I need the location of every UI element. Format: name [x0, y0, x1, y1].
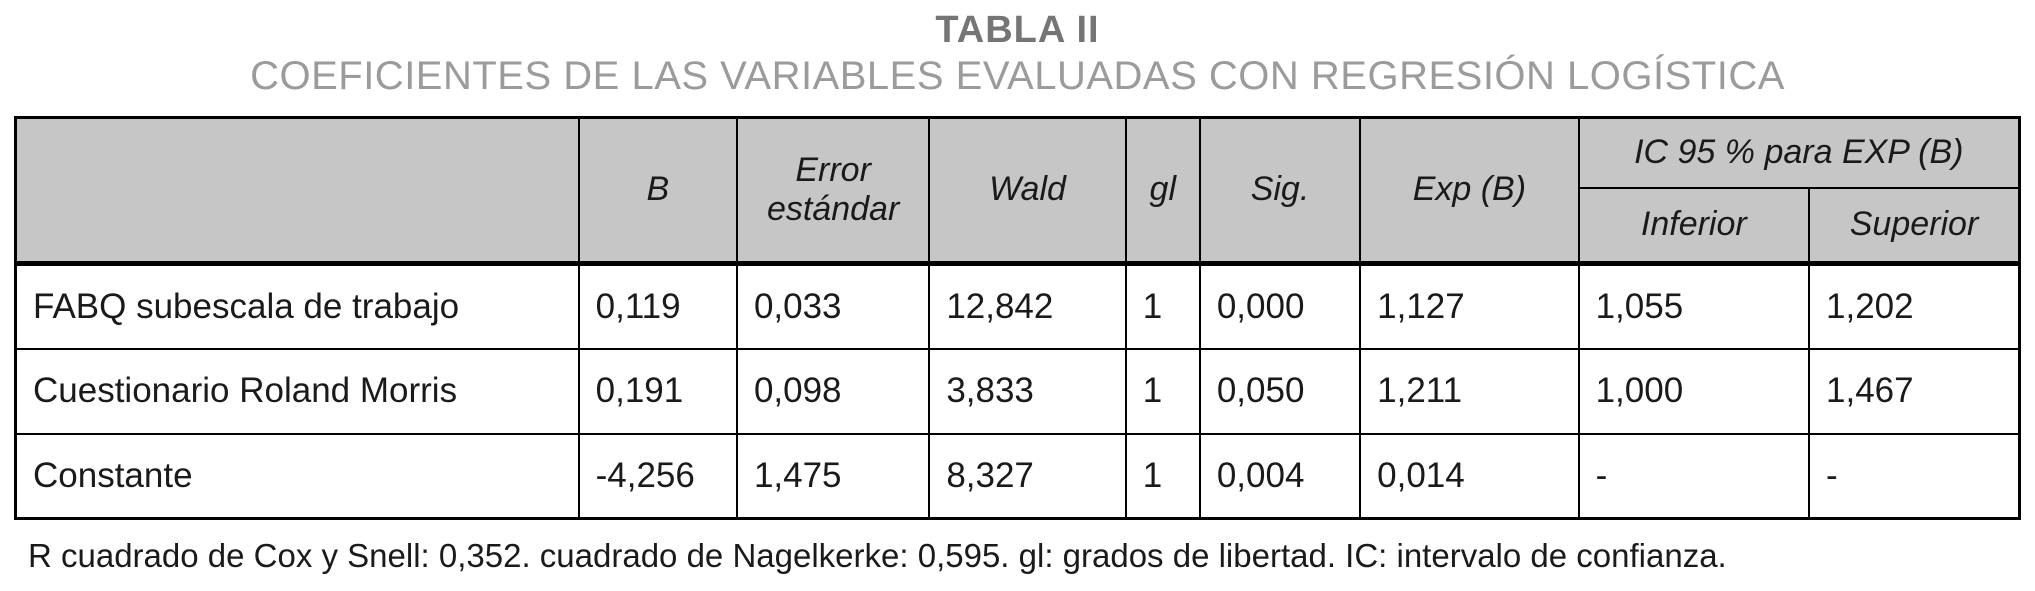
coefficients-table: B Error estándar Wald gl Sig. Exp (B) IC… [14, 116, 2021, 520]
cell-inferior: - [1577, 432, 1811, 520]
header-superior: Superior [1808, 186, 2021, 265]
header-ic-group: IC 95 % para EXP (B) [1577, 116, 2021, 189]
table-row: FABQ subescala de trabajo 0,119 0,033 12… [14, 261, 2021, 350]
header-std-error: Error estándar [735, 116, 931, 265]
row-label: FABQ subescala de trabajo [14, 261, 580, 350]
cell-exp-b: 0,014 [1359, 432, 1580, 520]
header-gl: gl [1124, 116, 1201, 265]
cell-std-error: 0,098 [735, 347, 931, 435]
table-footnote: R cuadrado de Cox y Snell: 0,352. cuadra… [28, 537, 1727, 574]
cell-std-error: 1,475 [735, 432, 931, 520]
cell-superior: - [1808, 432, 2021, 520]
cell-inferior: 1,000 [1577, 347, 1811, 435]
table-header: B Error estándar Wald gl Sig. Exp (B) IC… [14, 116, 2021, 265]
cell-inferior: 1,055 [1577, 261, 1811, 350]
row-label: Cuestionario Roland Morris [14, 347, 580, 435]
cell-sig: 0,050 [1198, 347, 1362, 435]
cell-wald: 12,842 [928, 261, 1127, 350]
table-title: TABLA II [935, 9, 1100, 51]
cell-superior: 1,467 [1808, 347, 2021, 435]
cell-gl: 1 [1124, 261, 1201, 350]
cell-wald: 8,327 [928, 432, 1127, 520]
cell-std-error: 0,033 [735, 261, 931, 350]
cell-b: 0,191 [577, 347, 738, 435]
table-row: Cuestionario Roland Morris 0,191 0,098 3… [14, 347, 2021, 435]
cell-exp-b: 1,127 [1359, 261, 1580, 350]
page: TABLA II COEFICIENTES DE LAS VARIABLES E… [14, 9, 2021, 574]
cell-b: -4,256 [577, 432, 738, 520]
table-row: Constante -4,256 1,475 8,327 1 0,004 0,0… [14, 432, 2021, 520]
header-sig: Sig. [1198, 116, 1362, 265]
cell-sig: 0,000 [1198, 261, 1362, 350]
cell-sig: 0,004 [1198, 432, 1362, 520]
cell-gl: 1 [1124, 347, 1201, 435]
cell-superior: 1,202 [1808, 261, 2021, 350]
header-wald: Wald [928, 116, 1127, 265]
cell-exp-b: 1,211 [1359, 347, 1580, 435]
header-inferior: Inferior [1577, 186, 1811, 265]
cell-b: 0,119 [577, 261, 738, 350]
header-empty [14, 116, 580, 265]
cell-gl: 1 [1124, 432, 1201, 520]
row-label: Constante [14, 432, 580, 520]
table-subtitle: COEFICIENTES DE LAS VARIABLES EVALUADAS … [250, 54, 1785, 98]
header-exp-b: Exp (B) [1359, 116, 1580, 265]
cell-wald: 3,833 [928, 347, 1127, 435]
table-body: FABQ subescala de trabajo 0,119 0,033 12… [14, 261, 2021, 520]
header-b: B [577, 116, 738, 265]
